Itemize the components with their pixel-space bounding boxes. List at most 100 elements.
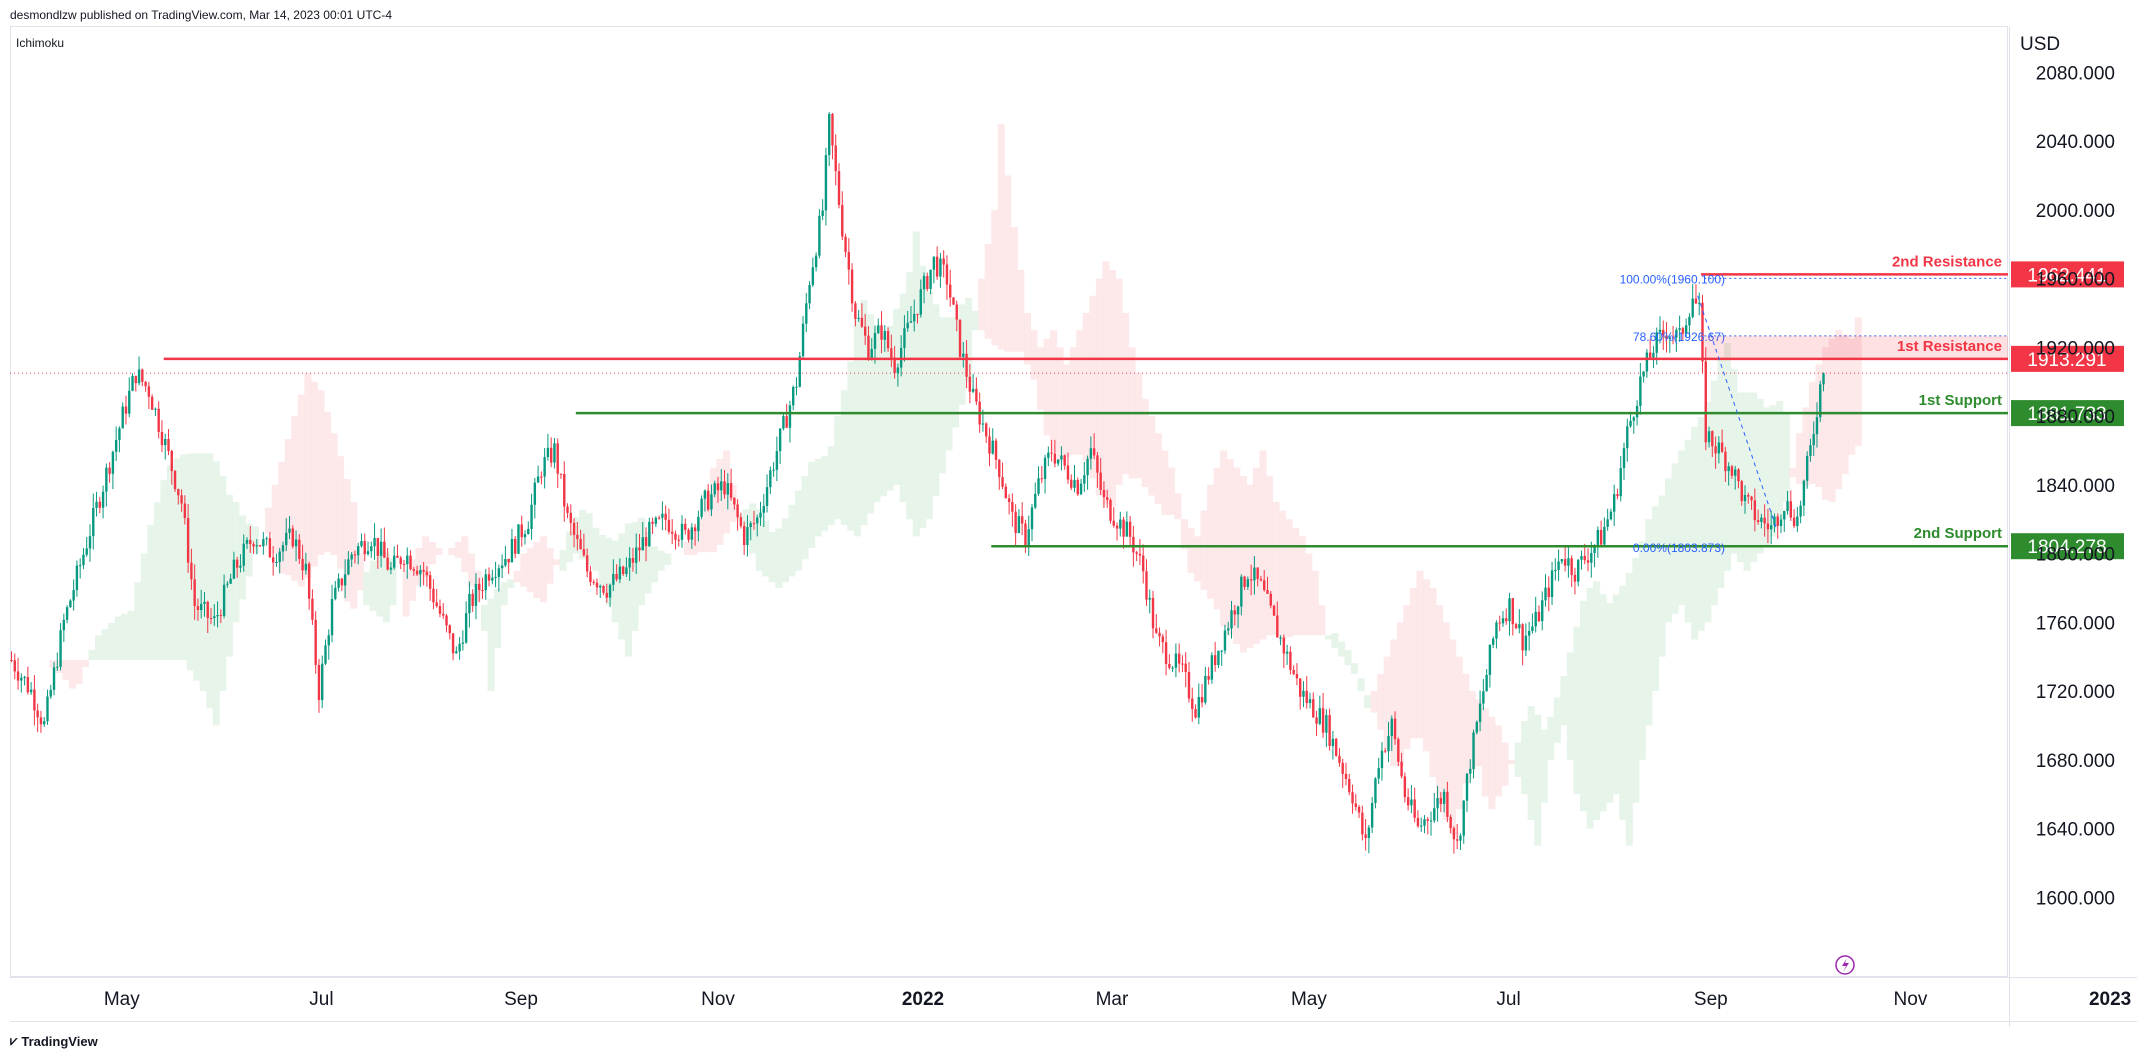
- candle-body: [742, 526, 746, 546]
- candle-body: [396, 555, 399, 558]
- candle-body: [150, 396, 154, 410]
- candle-body: [1446, 791, 1449, 817]
- candle-body: [863, 326, 867, 336]
- cloud-segment: [598, 534, 606, 588]
- candle-body: [880, 325, 883, 340]
- candle-body: [563, 473, 566, 507]
- cloud-segment: [716, 459, 724, 545]
- cloud-segment: [1651, 506, 1659, 692]
- candle-body: [952, 297, 955, 305]
- candle-body: [903, 328, 906, 348]
- candle-body: [1266, 590, 1269, 594]
- candle-body: [72, 590, 75, 601]
- cloud-segment: [1416, 570, 1424, 739]
- cloud-segment: [559, 549, 567, 571]
- candle-body: [1580, 555, 1583, 560]
- candle-body: [1560, 559, 1564, 562]
- candle-body: [370, 546, 373, 552]
- candle-body: [69, 600, 72, 608]
- candle-body: [49, 689, 52, 697]
- cloud-segment: [1612, 594, 1620, 795]
- cloud-segment: [49, 660, 57, 668]
- candle-body: [1691, 298, 1694, 317]
- candle-body: [101, 491, 105, 508]
- currency-label[interactable]: USD: [2020, 34, 2061, 55]
- price-axis-divider: [2009, 26, 2010, 1027]
- level-price-label: 1962.441: [2027, 265, 2106, 286]
- cloud-segment: [363, 572, 371, 606]
- candle-body: [471, 593, 474, 606]
- candle-body: [1478, 703, 1482, 722]
- candle-body: [706, 490, 710, 510]
- candle-body: [1034, 493, 1037, 508]
- cloud-segment: [1606, 602, 1614, 803]
- candle-body: [523, 534, 527, 538]
- cloud-segment: [1619, 585, 1627, 820]
- cloud-segment: [153, 502, 161, 661]
- cloud-segment: [1717, 357, 1725, 588]
- candle-body: [278, 551, 281, 563]
- candle-body: [1279, 637, 1282, 639]
- cloud-segment: [1089, 295, 1097, 479]
- cloud-segment: [271, 484, 279, 554]
- candle-body: [200, 603, 203, 611]
- candle-body: [1119, 519, 1122, 529]
- candle-body: [994, 440, 998, 460]
- candle-body: [818, 215, 821, 256]
- cloud-segment: [1671, 463, 1679, 614]
- cloud-segment: [775, 528, 783, 588]
- indicator-label[interactable]: Ichimoku: [16, 36, 65, 50]
- cloud-segment: [618, 533, 626, 640]
- candle-body: [285, 532, 288, 546]
- candle-body: [1328, 715, 1331, 746]
- candle-body: [664, 513, 667, 520]
- candle-body: [1413, 799, 1416, 818]
- candle-body: [1779, 519, 1783, 526]
- candle-body: [1155, 628, 1158, 633]
- cloud-segment: [762, 520, 770, 577]
- candle-body: [144, 381, 147, 387]
- y-tick-label: 1920.000: [2036, 338, 2115, 359]
- candle-body: [1092, 448, 1096, 456]
- candle-body: [1053, 453, 1057, 464]
- candle-body: [1557, 561, 1560, 570]
- candle-body: [1334, 738, 1338, 756]
- cloud-segment: [186, 453, 194, 671]
- candle-body: [379, 541, 383, 556]
- candle-body: [164, 438, 167, 446]
- candle-body: [1639, 376, 1642, 406]
- cloud-segment: [1403, 605, 1411, 750]
- cloud-segment: [1154, 433, 1162, 505]
- candle-body: [10, 660, 13, 662]
- cloud-segment: [899, 293, 907, 502]
- candle-body: [962, 353, 965, 357]
- cloud-segment: [513, 570, 521, 583]
- cloud-segment: [402, 570, 410, 617]
- cloud-segment: [252, 526, 260, 554]
- level-price-tag: [2011, 533, 2124, 560]
- candle-body: [147, 386, 151, 397]
- cloud-segment: [1076, 330, 1084, 455]
- cloud-segment: [1148, 416, 1156, 496]
- cloud-segment: [539, 536, 547, 603]
- candle-body: [723, 481, 726, 495]
- candle-body: [88, 536, 92, 549]
- cloud-segment: [356, 553, 364, 591]
- candle-body: [484, 574, 487, 591]
- candle-body: [324, 645, 327, 664]
- candle-body: [1230, 610, 1233, 629]
- candle-body: [275, 562, 278, 564]
- candle-body: [1577, 559, 1580, 582]
- candle-body: [376, 537, 380, 556]
- cloud-segment: [768, 532, 776, 583]
- cloud-segment: [1174, 493, 1182, 520]
- candle-body: [131, 375, 134, 391]
- cloud-segment: [245, 523, 253, 577]
- candle-body: [1724, 451, 1727, 472]
- candle-body: [595, 582, 599, 588]
- cloud-segment: [95, 635, 103, 661]
- cloud-segment: [1422, 579, 1431, 752]
- candle-body: [1805, 455, 1809, 481]
- cloud-segment: [180, 454, 188, 661]
